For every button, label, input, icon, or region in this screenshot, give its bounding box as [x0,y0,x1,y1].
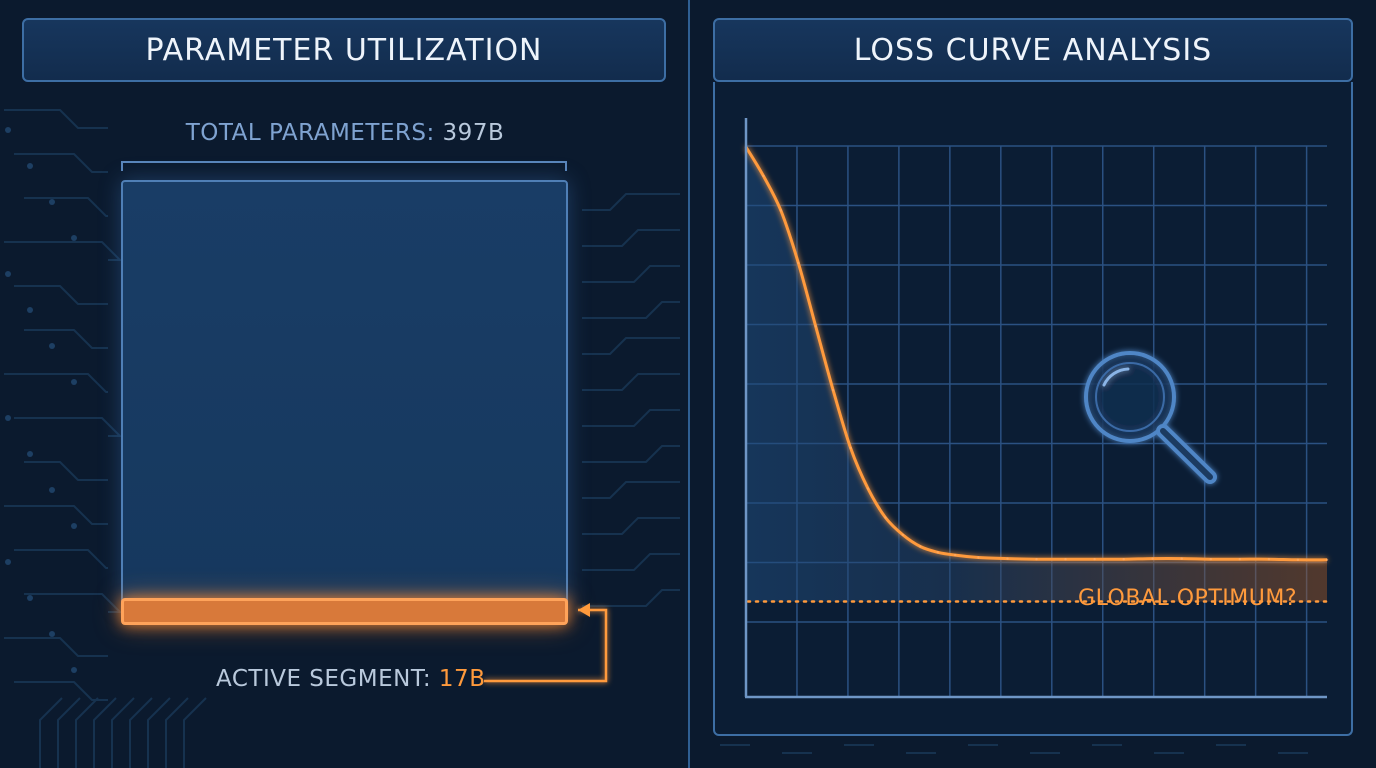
circuit-trace [14,549,108,569]
circuit-trace [582,409,680,427]
circuit-trace [582,193,680,211]
circuit-trace [582,589,680,607]
circuit-trace [4,637,108,657]
parameter-utilization-title: PARAMETER UTILIZATION [22,18,666,82]
loss-curve-point-8 [884,516,887,519]
circuit-trace [4,505,108,525]
magnifier-icon [1084,351,1217,484]
circuit-node [71,235,77,241]
circuit-node [71,523,77,529]
loss-curve-point-7 [866,487,870,490]
circuit-node [49,487,55,493]
total-parameters-label-text: TOTAL PARAMETERS: [185,120,435,146]
loss-curve-point-13 [977,556,980,559]
circuit-trace [14,285,108,305]
circuit-trace [582,337,680,355]
circuit-trace [24,197,108,217]
chart-grid [746,145,1327,697]
total-parameters-bracket [121,161,567,171]
loss-curve-point-9 [901,533,905,537]
total-parameters-block [121,180,568,608]
loss-curve-point-18 [1122,558,1125,561]
circuit-trace [24,329,108,349]
total-parameters-label: TOTAL PARAMETERS: 397B [120,120,570,146]
loss-curve-point-23 [1267,558,1271,561]
loss-curve-point-14 [1006,557,1009,560]
circuit-trace [582,445,680,463]
loss-curve-point-22 [1238,558,1242,561]
circuit-node [27,163,33,169]
active-segment-callout-line [484,608,608,683]
circuit-trace [24,461,108,481]
circuit-node [49,343,55,349]
loss-curve-point-5 [831,388,835,392]
loss-curve-point-15 [1035,558,1038,561]
circuit-trace [582,517,680,535]
loss-curve-area [746,147,1327,602]
loss-curve-point-21 [1209,558,1213,561]
circuit-trace [147,697,171,768]
circuit-trace [4,109,108,129]
circuit-trace [183,697,207,768]
parameter-utilization-title-text: PARAMETER UTILIZATION [145,32,543,68]
circuit-trace [582,301,680,319]
active-segment-bar [121,598,568,625]
loss-curve-point-4 [814,325,817,328]
loss-curve-point-1 [762,174,765,178]
circuit-trace [14,681,108,701]
circuit-trace [582,481,680,499]
circuit-node [5,127,11,133]
circuit-node [27,595,33,601]
circuit-trace [39,697,63,768]
circuit-trace [165,697,189,768]
circuit-trace [24,593,123,613]
circuit-node [71,379,77,385]
loss-curve-point-24 [1296,558,1300,561]
loss-curve-point-6 [849,446,852,450]
active-segment-value: 17B [438,666,486,692]
circuit-trace [582,265,680,283]
total-parameters-value: 397B [442,120,505,146]
loss-curve-point-11 [936,551,939,554]
circuit-trace [582,553,680,571]
circuit-trace [111,697,135,768]
loss-curve-point-17 [1093,558,1096,561]
loss-curve-analysis-title-text: LOSS CURVE ANALYSIS [853,32,1213,68]
circuit-trace [14,153,108,173]
panel-divider [688,0,690,768]
loss-curve-analysis-title: LOSS CURVE ANALYSIS [713,18,1353,82]
loss-curve-point-19 [1151,557,1154,560]
loss-curve-point-25 [1325,558,1329,561]
loss-curve-point-3 [797,261,800,264]
loss-curve-point-2 [779,209,783,212]
circuit-trace [582,373,680,391]
loss-curve-point-20 [1180,557,1184,560]
global-optimum-label: GLOBAL OPTIMUM? [1078,586,1297,611]
circuit-node [49,631,55,637]
active-segment-arrowhead [578,603,590,617]
loss-curve-point-12 [954,553,957,557]
circuit-node [27,451,33,457]
loss-curve-point-10 [919,545,922,548]
circuit-node [71,667,77,673]
circuit-trace [4,241,123,261]
circuit-trace [129,697,153,768]
loss-curve-points [744,145,1329,561]
active-segment-label: ACTIVE SEGMENT: 17B [216,666,485,692]
circuit-trace [93,697,117,768]
active-segment-label-text: ACTIVE SEGMENT: [216,666,432,692]
circuit-node [5,415,11,421]
circuit-trace [75,697,99,768]
circuit-trace [14,417,123,437]
circuit-node [49,199,55,205]
circuit-node [5,271,11,277]
loss-curve-point-16 [1064,558,1067,561]
circuit-trace [582,229,680,247]
circuit-node [5,559,11,565]
circuit-trace [57,697,81,768]
circuit-node [27,307,33,313]
circuit-trace [4,373,108,393]
